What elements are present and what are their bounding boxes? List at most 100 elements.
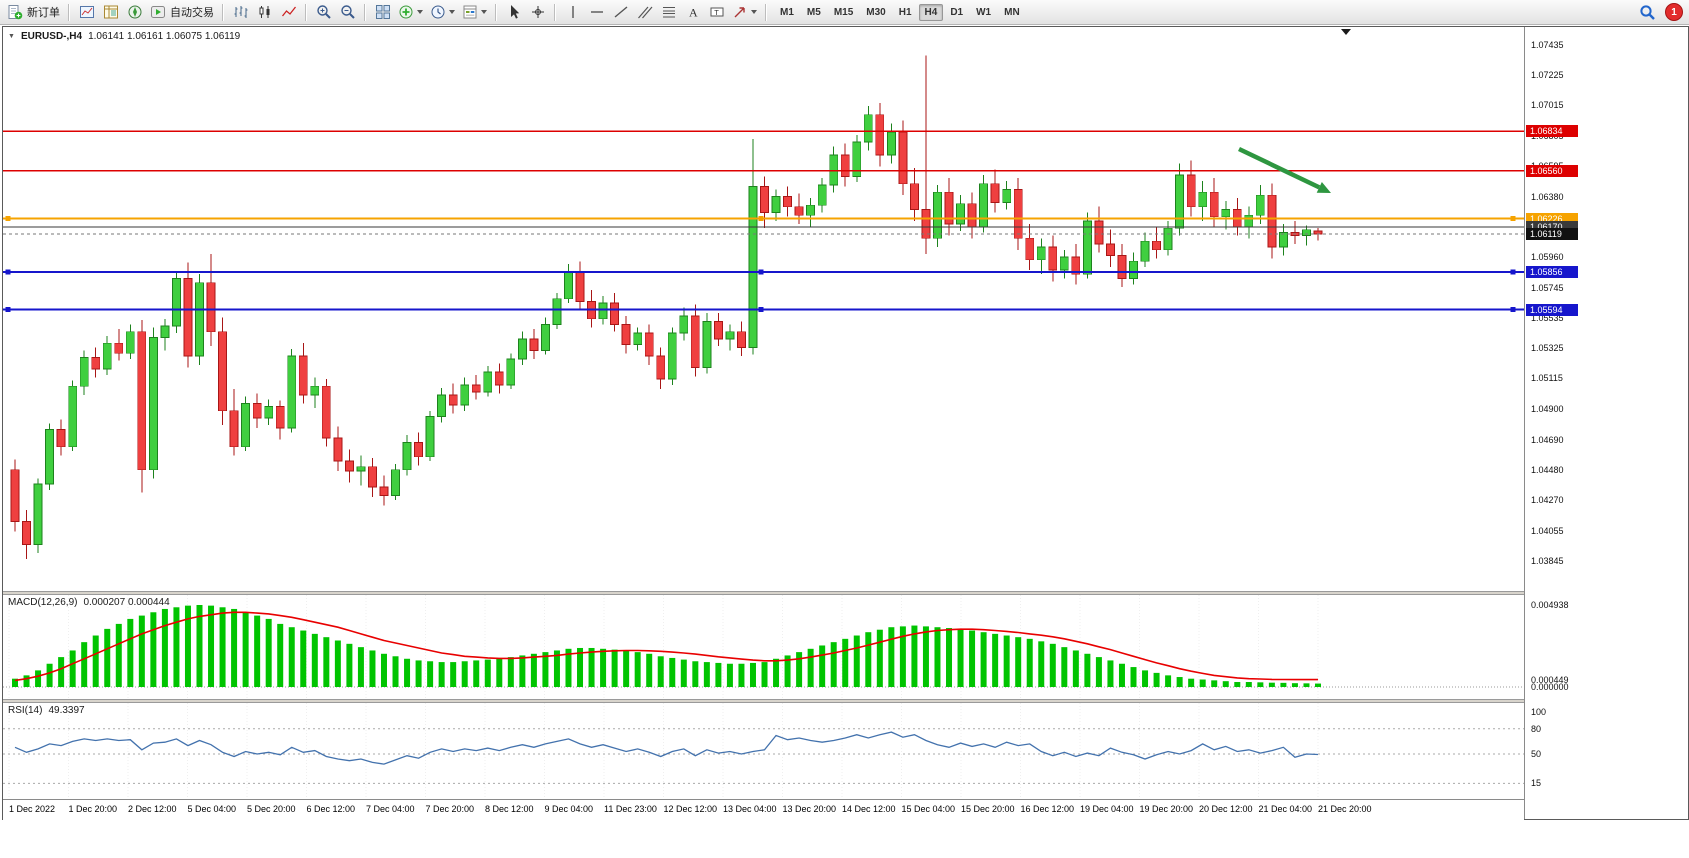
line-chart-button[interactable]	[277, 2, 300, 23]
price-tick-label: 1.07225	[1531, 70, 1564, 81]
time-axis[interactable]: 1 Dec 2022 1 Dec 20:00 2 Dec 12:00 5 Dec 04…	[3, 799, 1524, 820]
bar-chart-icon	[234, 6, 247, 18]
timeframe-d1-button[interactable]: D1	[944, 4, 969, 21]
crosshair-button[interactable]	[526, 2, 549, 23]
periods-button[interactable]	[427, 2, 458, 23]
time-tick-label: 1 Dec 20:00	[68, 804, 118, 814]
new-order-button[interactable]: 新订单	[4, 2, 63, 23]
autotrading-icon	[151, 6, 165, 18]
cursor-button[interactable]	[502, 2, 525, 23]
time-tick-label: 15 Dec 04:00	[901, 804, 956, 814]
dropdown-caret-icon	[449, 10, 455, 14]
toolbar: 新订单 自动交易	[0, 0, 1689, 25]
macd-title: MACD(12,26,9) 0.000207 0.000444	[8, 597, 170, 608]
time-tick-label: 9 Dec 04:00	[544, 804, 594, 814]
price-line-label: 1.05594	[1526, 303, 1578, 316]
vertical-line-button[interactable]	[561, 2, 584, 23]
arrow-tool-icon	[734, 7, 745, 18]
text-button[interactable]: A	[681, 2, 704, 23]
time-tick-label: 5 Dec 20:00	[247, 804, 296, 814]
indicators-icon	[399, 5, 413, 19]
trendline-button[interactable]	[609, 2, 632, 23]
navigator-icon	[128, 5, 141, 19]
channel-button[interactable]	[633, 2, 656, 23]
time-tick-label: 20 Dec 12:00	[1199, 804, 1253, 814]
macd-panel[interactable]: MACD(12,26,9) 0.000207 0.000444	[3, 595, 1524, 699]
price-tick-label: 1.06380	[1531, 191, 1564, 202]
horizontal-line-icon	[590, 11, 603, 13]
rsi-tick-label: 15	[1531, 778, 1542, 789]
timeframe-m15-button[interactable]: M15	[828, 4, 859, 21]
timeframe-h1-button[interactable]: H1	[893, 4, 918, 21]
chart-collapse-icon[interactable]: ▼	[8, 33, 15, 40]
templates-button[interactable]	[459, 2, 490, 23]
timeframe-m30-button[interactable]: M30	[860, 4, 891, 21]
price-tick-label: 1.04055	[1531, 525, 1564, 536]
time-tick-label: 11 Dec 23:00	[604, 804, 657, 814]
trend-arrow-annotation[interactable]	[1238, 146, 1331, 193]
dropdown-caret-icon	[417, 10, 423, 14]
notification-badge[interactable]: 1	[1665, 3, 1683, 21]
price-axis[interactable]: 1.074351.072251.070151.068051.065951.063…	[1524, 27, 1688, 819]
macd-chart-canvas[interactable]	[3, 595, 1524, 699]
zoom-in-button[interactable]	[312, 2, 335, 23]
time-tick-label: 19 Dec 20:00	[1139, 804, 1194, 814]
chart-symbol-period: EURUSD-,H4	[20, 31, 83, 42]
timeframe-w1-button[interactable]: W1	[970, 4, 997, 21]
tile-windows-button[interactable]	[371, 2, 394, 23]
time-tick-label: 1 Dec 2022	[9, 804, 56, 814]
macd-values: 0.000207 0.000444	[83, 597, 170, 608]
scroll-to-end-marker[interactable]	[1341, 29, 1351, 35]
price-chart-canvas[interactable]	[3, 27, 1524, 591]
clock-icon	[431, 5, 445, 19]
toolbar-right-group: 1	[1636, 2, 1685, 23]
search-button[interactable]	[1636, 2, 1659, 23]
time-tick-label: 21 Dec 20:00	[1318, 804, 1372, 814]
navigator-button[interactable]	[123, 2, 146, 23]
timeframe-h4-button[interactable]: H4	[918, 3, 944, 21]
fibonacci-button[interactable]	[657, 2, 680, 23]
zoom-out-icon	[340, 5, 355, 19]
macd-tick-label: 0.000000	[1531, 681, 1569, 692]
rsi-label: RSI(14)	[8, 705, 43, 716]
time-tick-label: 13 Dec 20:00	[782, 804, 837, 814]
time-tick-label: 13 Dec 04:00	[723, 804, 777, 814]
rsi-panel[interactable]: RSI(14) 49.3397	[3, 703, 1524, 799]
charts-button[interactable]	[75, 2, 98, 23]
timeframe-m1-button[interactable]: M1	[774, 4, 800, 21]
price-tick-label: 1.05745	[1531, 282, 1564, 293]
arrows-button[interactable]	[729, 2, 760, 23]
time-tick-label: 8 Dec 12:00	[485, 804, 534, 814]
time-tick-label: 6 Dec 12:00	[306, 804, 356, 814]
autotrading-button[interactable]: 自动交易	[147, 2, 217, 23]
text-icon: A	[689, 6, 698, 20]
time-tick-label: 7 Dec 20:00	[425, 804, 475, 814]
price-tick-label: 1.07015	[1531, 100, 1564, 111]
vertical-line-icon	[571, 6, 574, 18]
candlestick-chart-button[interactable]	[253, 2, 276, 23]
zoom-out-button[interactable]	[336, 2, 359, 23]
bar-chart-button[interactable]	[229, 2, 252, 23]
horizontal-line-button[interactable]	[585, 2, 608, 23]
new-order-icon	[8, 5, 23, 20]
panel-separator[interactable]	[3, 591, 1688, 595]
price-line-label: 1.06834	[1526, 125, 1578, 138]
panel-separator[interactable]	[3, 699, 1688, 703]
time-tick-label: 5 Dec 04:00	[187, 804, 237, 814]
timeframe-toolbar: M1 M5 M15 M30 H1 H4 D1 W1 MN	[774, 3, 1026, 21]
timeframe-m5-button[interactable]: M5	[801, 4, 827, 21]
time-tick-label: 14 Dec 12:00	[842, 804, 896, 814]
time-tick-label: 12 Dec 12:00	[663, 804, 718, 814]
price-tick-label: 1.04900	[1531, 404, 1564, 415]
price-panel[interactable]: ▼ EURUSD-,H4 1.06141 1.06161 1.06075 1.0…	[3, 27, 1524, 591]
indicators-button[interactable]	[395, 2, 426, 23]
rsi-chart-canvas[interactable]	[3, 703, 1524, 799]
cursor-icon	[510, 5, 519, 19]
price-line-label: 1.06560	[1526, 164, 1578, 177]
text-label-button[interactable]: T	[705, 2, 728, 23]
candlestick-chart-icon	[259, 6, 269, 18]
market-watch-button[interactable]	[99, 2, 122, 23]
price-tick-label: 1.04480	[1531, 464, 1564, 475]
time-tick-label: 7 Dec 04:00	[366, 804, 415, 814]
timeframe-mn-button[interactable]: MN	[998, 4, 1026, 21]
